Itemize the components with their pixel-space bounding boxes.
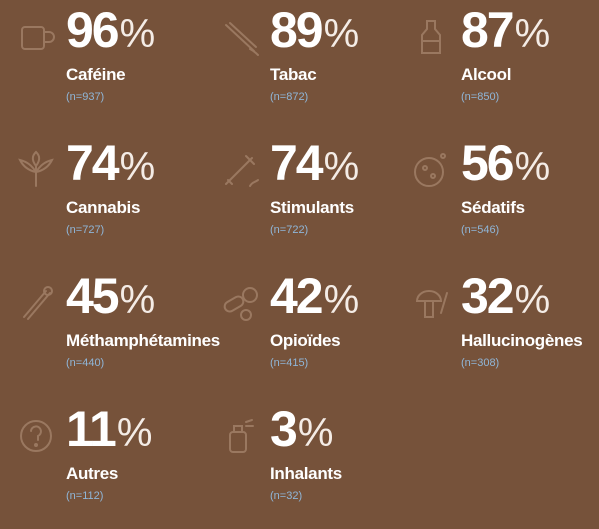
stat-item: 96% Caféine (n=937) (21, 5, 256, 130)
value: 56 (461, 135, 515, 191)
unit: % (514, 145, 551, 189)
stat-item: 74% Stimulants (n=722) (225, 138, 460, 263)
sample-size: (n=850) (461, 91, 500, 103)
stat-number: 3% (270, 404, 333, 454)
label: Stimulants (270, 198, 354, 217)
stat-number: 11% (66, 404, 152, 454)
sample-size: (n=32) (270, 490, 303, 502)
label: Alcool (461, 65, 512, 84)
stat-number: 96% (66, 5, 155, 55)
stat-item: 89% Tabac (n=872) (225, 5, 460, 130)
icon (223, 287, 258, 321)
unit: % (323, 145, 360, 189)
sample-size: (n=727) (66, 224, 105, 236)
label: Inhalants (270, 464, 342, 483)
stat-number: 74% (66, 138, 155, 188)
sample-size: (n=937) (66, 91, 105, 103)
stat-item: 3% Inhalants (n=32) (229, 404, 460, 529)
stat-number: 74% (270, 138, 359, 188)
label: Méthamphétamines (66, 331, 220, 350)
sample-size: (n=415) (270, 357, 309, 369)
unit: % (514, 278, 551, 322)
icon (21, 26, 55, 50)
sample-size: (n=872) (270, 91, 309, 103)
icon (23, 286, 53, 320)
sample-size: (n=440) (66, 357, 105, 369)
icon (414, 153, 446, 187)
sample-size: (n=546) (461, 224, 500, 236)
stat-item: 56% Sédatifs (n=546) (414, 138, 599, 263)
stat-item: 11% Autres (n=112) (20, 404, 256, 529)
icon (225, 155, 259, 187)
value: 11 (66, 401, 117, 457)
stat-number: 89% (270, 5, 359, 55)
label: Sédatifs (461, 198, 525, 217)
icon (415, 290, 448, 318)
value: 89 (270, 2, 324, 58)
unit: % (323, 12, 360, 56)
sample-size: (n=308) (461, 357, 500, 369)
value: 74 (66, 135, 120, 191)
label: Hallucinogènes (461, 331, 583, 350)
label: Tabac (270, 65, 317, 84)
icon (20, 420, 52, 452)
unit: % (119, 145, 156, 189)
value: 3 (270, 401, 298, 457)
stat-number: 42% (270, 271, 359, 321)
unit: % (514, 12, 551, 56)
unit: % (323, 278, 360, 322)
stat-number: 45% (66, 271, 155, 321)
unit: % (116, 411, 153, 455)
label: Cannabis (66, 198, 141, 217)
stat-item: 42% Opioïdes (n=415) (223, 271, 460, 396)
icon (18, 150, 54, 187)
icon (225, 22, 259, 56)
unit: % (119, 278, 156, 322)
value: 42 (270, 268, 324, 324)
label: Autres (66, 464, 119, 483)
unit: % (297, 411, 334, 455)
label: Opioïdes (270, 331, 341, 350)
value: 87 (461, 2, 515, 58)
stat-item: 87% Alcool (n=850) (421, 5, 599, 130)
unit: % (119, 12, 156, 56)
value: 74 (270, 135, 324, 191)
icon (421, 20, 441, 54)
stat-number: 87% (461, 5, 550, 55)
value: 32 (461, 268, 515, 324)
stat-item: 74% Cannabis (n=727) (18, 138, 256, 263)
stat-item: 45% Méthamphétamines (n=440) (23, 271, 256, 396)
value: 45 (66, 268, 120, 324)
stat-item: 32% Hallucinogènes (n=308) (415, 271, 599, 396)
stat-number: 32% (461, 271, 550, 321)
infographic: 96% Caféine (n=937) 89% Tabac (n=872) 87% Alcoo… (18, 5, 599, 502)
icon (229, 419, 254, 453)
sample-size: (n=722) (270, 224, 309, 236)
label: Caféine (66, 65, 126, 84)
stat-number: 56% (461, 138, 550, 188)
value: 96 (66, 2, 120, 58)
sample-size: (n=112) (66, 490, 104, 502)
